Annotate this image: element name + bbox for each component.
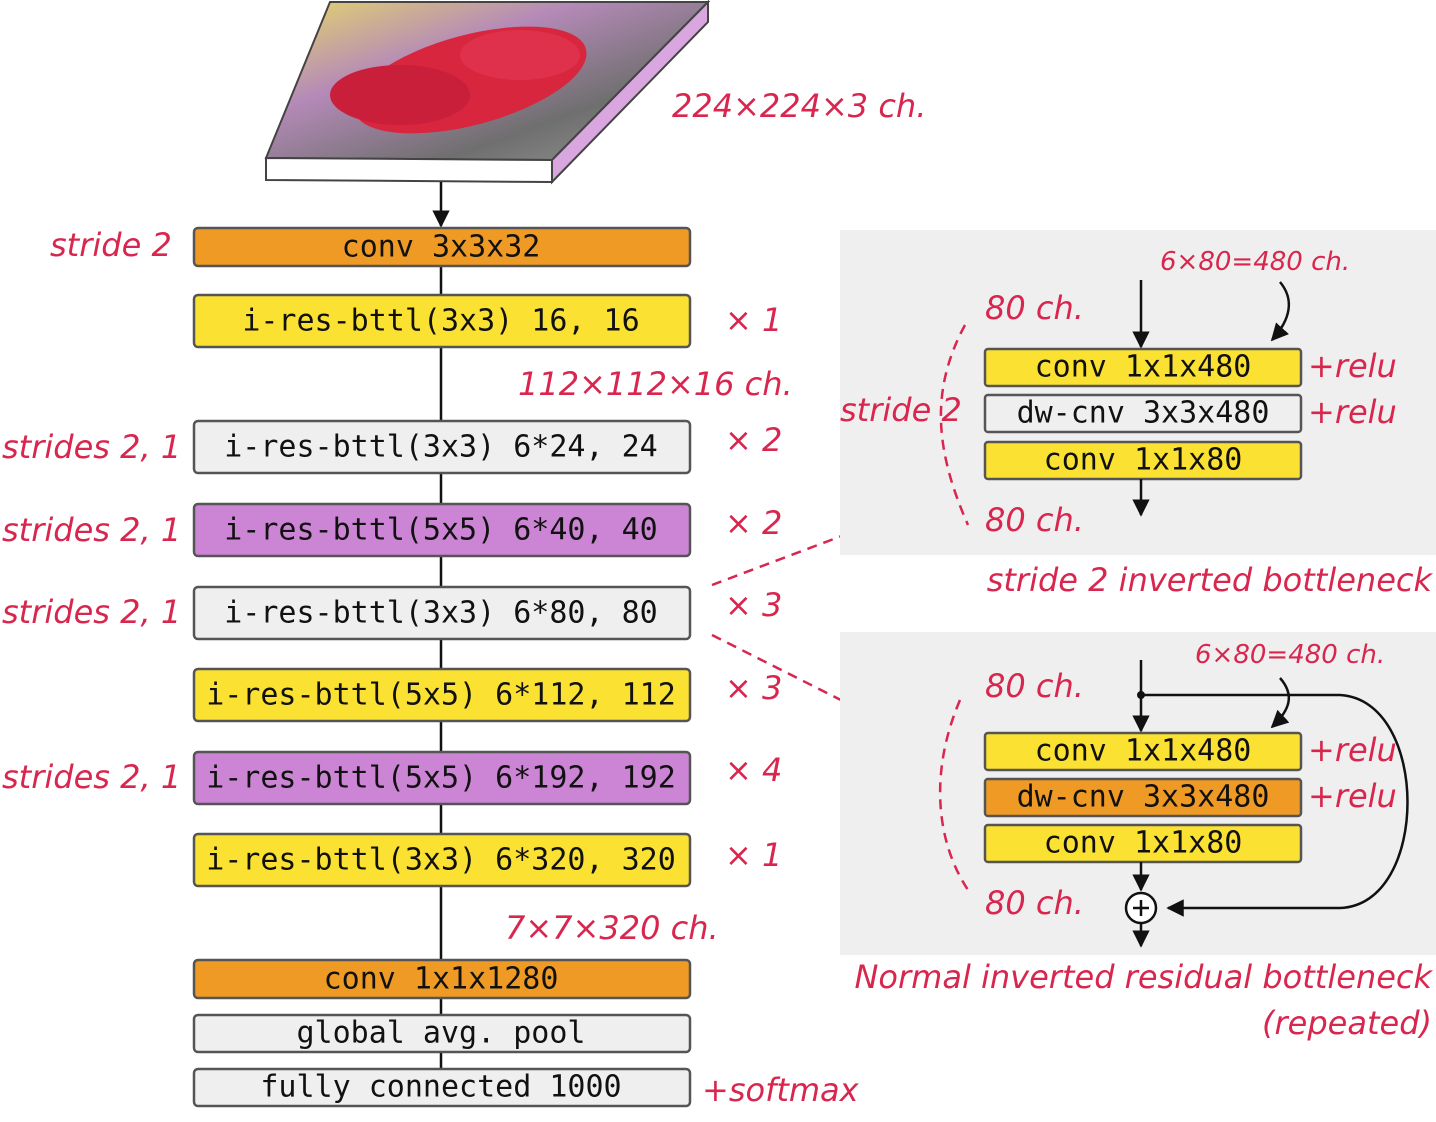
layer-repeat: × 2 <box>725 421 782 459</box>
shape-label: 112×112×16 ch. <box>518 365 793 403</box>
layer-box <box>983 731 1303 772</box>
layer-box <box>983 347 1303 388</box>
layer-label: conv 1x1x80 <box>1044 443 1243 478</box>
layer-box <box>192 293 692 349</box>
layer-repeat: × 2 <box>725 504 782 542</box>
layer-box <box>983 777 1303 818</box>
layer-label: i-res-bttl(5x5) 6*40, 40 <box>224 513 657 548</box>
shape-label: 7×7×320 ch. <box>505 909 719 947</box>
plus <box>1133 900 1149 916</box>
skip-connection <box>1141 693 1409 917</box>
layer-repeat: × 3 <box>725 669 782 707</box>
layer-label: global avg. pool <box>297 1016 586 1051</box>
layer-box <box>192 226 692 268</box>
inset-caption: (repeated) <box>1262 1004 1432 1042</box>
layer-label: dw-cnv 3x3x480 <box>1017 396 1270 431</box>
layer-label: fully connected 1000 <box>260 1070 621 1105</box>
layer-box <box>192 502 692 558</box>
activation: +relu <box>1308 393 1397 431</box>
layer-box <box>983 823 1303 864</box>
output-label: 80 ch. <box>985 501 1084 539</box>
layer-suffix: +softmax <box>702 1071 860 1109</box>
input-label: 80 ch. <box>985 289 1084 327</box>
layer-label: i-res-bttl(5x5) 6*112, 112 <box>206 678 676 713</box>
activation: +relu <box>1308 347 1397 385</box>
bracket <box>938 699 970 891</box>
layer-repeat: × 1 <box>725 301 782 339</box>
stride2-inset: 6×80=480 ch. 80 ch. stride 2 conv 1x1x48… <box>840 230 1436 555</box>
layer-box <box>192 585 692 641</box>
layer-label: i-res-bttl(5x5) 6*192, 192 <box>206 761 676 796</box>
arrow <box>1270 677 1291 729</box>
bracket <box>939 324 970 526</box>
layer-note: strides 2, 1 <box>2 758 181 796</box>
layer-box <box>192 1067 692 1108</box>
layer-label: conv 1x1x480 <box>1035 350 1252 385</box>
layer-label: conv 3x3x32 <box>342 230 541 265</box>
layer-repeat: × 1 <box>725 836 782 874</box>
layer-repeat: × 4 <box>725 751 782 789</box>
layer-label: i-res-bttl(3x3) 6*80, 80 <box>224 596 657 631</box>
inset-caption: Normal inverted residual bottleneck <box>854 958 1433 996</box>
expansion-label: 6×80=480 ch. <box>1195 640 1385 670</box>
layer-box <box>192 832 692 888</box>
layer-box <box>983 393 1303 434</box>
output-label: 80 ch. <box>985 884 1084 922</box>
layer-label: i-res-bttl(3x3) 6*24, 24 <box>224 430 657 465</box>
layer-box <box>192 750 692 806</box>
layer-note: stride 2 <box>50 226 172 264</box>
activation: +relu <box>1308 731 1397 769</box>
stride-label: stride 2 <box>840 391 962 429</box>
layer-label: i-res-bttl(3x3) 16, 16 <box>242 304 639 339</box>
layer-note: strides 2, 1 <box>2 593 181 631</box>
normal-inset: 6×80=480 ch. 80 ch. conv 1x1x480 +relu d… <box>840 632 1436 955</box>
layer-label: i-res-bttl(3x3) 6*320, 320 <box>206 843 676 878</box>
layer-box <box>192 958 692 1000</box>
input-label: 224×224×3 ch. <box>672 87 926 125</box>
layer-box <box>983 440 1303 481</box>
layer-label: conv 1x1x1280 <box>324 962 559 997</box>
main-layers: conv 3x3x32 stride 2 i-res-bttl(3x3) 16,… <box>2 226 860 1109</box>
inset-caption: stride 2 inverted bottleneck <box>987 561 1434 599</box>
input-image <box>264 0 711 185</box>
layer-note: strides 2, 1 <box>2 511 181 549</box>
layer-repeat: × 3 <box>725 586 782 624</box>
layer-label: conv 1x1x80 <box>1044 826 1243 861</box>
layer-box <box>192 1013 692 1054</box>
layer-box <box>192 667 692 723</box>
expansion-label: 6×80=480 ch. <box>1160 247 1350 277</box>
layer-box <box>192 419 692 475</box>
activation: +relu <box>1308 777 1397 815</box>
layer-label: dw-cnv 3x3x480 <box>1017 780 1270 815</box>
arrow <box>1270 281 1291 342</box>
layer-label: conv 1x1x480 <box>1035 734 1252 769</box>
input-label: 80 ch. <box>985 667 1084 705</box>
layer-note: strides 2, 1 <box>2 428 181 466</box>
